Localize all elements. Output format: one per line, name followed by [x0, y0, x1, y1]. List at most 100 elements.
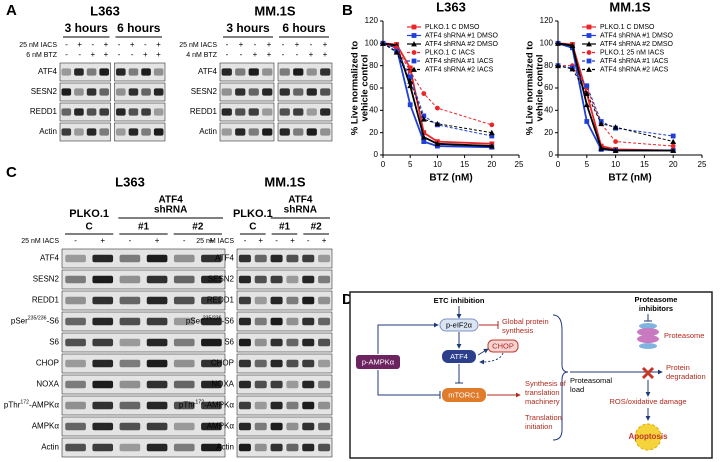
sign: -	[282, 50, 285, 59]
blot-band	[286, 254, 299, 263]
mtorc1: mTORC1	[448, 390, 480, 399]
blot-strip	[236, 332, 333, 353]
blot-band	[119, 422, 141, 431]
blot-band	[99, 108, 109, 116]
blot-band	[320, 108, 331, 116]
blot-band	[173, 317, 195, 326]
blot-strip	[114, 62, 166, 82]
blot-band	[221, 128, 232, 136]
legend-label: ATF4 shRNA #1 IACS	[600, 58, 669, 65]
blot-strip	[236, 311, 333, 332]
series-line	[557, 65, 674, 143]
blot-band	[248, 68, 259, 76]
ros: ROS/oxidative damage	[609, 397, 686, 406]
blot-strip	[61, 311, 226, 332]
sign: +	[77, 40, 82, 49]
sign: +	[253, 50, 258, 59]
sign: +	[323, 40, 328, 49]
blot-band	[119, 443, 141, 452]
row-label: pThr172-AMPKα	[4, 400, 59, 410]
sign: -	[131, 50, 134, 59]
blot-band	[119, 380, 141, 389]
legend-marker	[411, 50, 417, 55]
blot-band	[128, 128, 139, 136]
y-tick-label: 20	[369, 128, 378, 137]
row-label: AMPKα	[32, 422, 60, 431]
label-part: -AMPKα	[29, 401, 59, 410]
synthesis-machinery: machinery	[525, 397, 560, 406]
blot-band	[302, 359, 315, 368]
blot-band	[86, 88, 97, 96]
global-protein-synthesis: Global protein	[502, 317, 549, 326]
blot-band	[318, 380, 331, 389]
legend-marker	[411, 41, 417, 47]
data-point	[407, 65, 413, 71]
blot-band	[254, 401, 267, 410]
proteasome: Proteasome	[664, 331, 704, 340]
row-label: S6	[49, 338, 59, 347]
synthesis-machinery: translation	[525, 388, 560, 397]
legend-marker	[411, 58, 417, 64]
sign: -	[226, 40, 229, 49]
chart-title: MM.1S	[609, 0, 651, 14]
sign: -	[244, 236, 247, 245]
proteasomal-load: Proteasomal	[570, 376, 612, 385]
data-point	[421, 139, 427, 144]
sign: +	[295, 40, 300, 49]
series-line	[382, 42, 492, 137]
x-tick-label: 25	[515, 160, 524, 169]
blot-strip	[61, 353, 226, 374]
time-label: 6 hours	[117, 21, 161, 35]
y-axis-label: vehicle control	[360, 54, 371, 121]
legend-label: PLKO.1 C IACS	[425, 49, 475, 56]
blot-band	[61, 108, 72, 116]
blot-band	[65, 254, 86, 263]
blot-band	[286, 338, 299, 347]
blot-band	[201, 254, 222, 263]
blot-band	[65, 401, 86, 410]
sign: +	[156, 40, 161, 49]
blot-band	[318, 254, 331, 263]
blot-strip	[236, 437, 333, 458]
data-point	[583, 101, 590, 108]
data-point	[407, 102, 413, 108]
blot-band	[306, 108, 317, 116]
blot-band	[293, 128, 304, 136]
legend-marker	[586, 58, 592, 64]
sign: -	[74, 236, 77, 245]
blot-strip	[59, 82, 111, 102]
sign: +	[90, 50, 95, 59]
blot-band	[238, 380, 251, 389]
blot-band	[86, 68, 97, 76]
apoptosis-icon	[634, 423, 662, 451]
blot-band	[173, 275, 195, 284]
x-tick-label: 15	[460, 160, 469, 169]
atf4: ATF4	[450, 352, 468, 361]
blot-band	[92, 275, 114, 284]
blot-band	[262, 108, 273, 116]
blot-band	[238, 443, 251, 452]
blot-strip	[61, 416, 226, 437]
treatment-label: 25 nM IACS	[179, 42, 217, 49]
sign: -	[296, 50, 299, 59]
blot-band	[119, 254, 141, 263]
sign: -	[118, 50, 121, 59]
blot-band	[61, 88, 72, 96]
row-label: REDD1	[32, 296, 60, 305]
block-mark	[641, 366, 655, 380]
row-label: ATF4	[215, 254, 235, 263]
sign: -	[307, 236, 310, 245]
blot-band	[238, 275, 251, 284]
blot-strip	[61, 374, 226, 395]
blot-strip	[277, 62, 333, 82]
synthesis-machinery: Synthesis of	[525, 379, 567, 388]
sign: +	[100, 236, 105, 245]
data-point	[584, 83, 590, 89]
y-tick-label: 40	[544, 105, 553, 114]
data-point	[612, 147, 619, 153]
blot-band	[65, 380, 86, 389]
blot-band	[201, 338, 222, 347]
label-part: pSer	[11, 317, 28, 326]
blot-band	[146, 254, 168, 263]
blot-band	[173, 359, 195, 368]
